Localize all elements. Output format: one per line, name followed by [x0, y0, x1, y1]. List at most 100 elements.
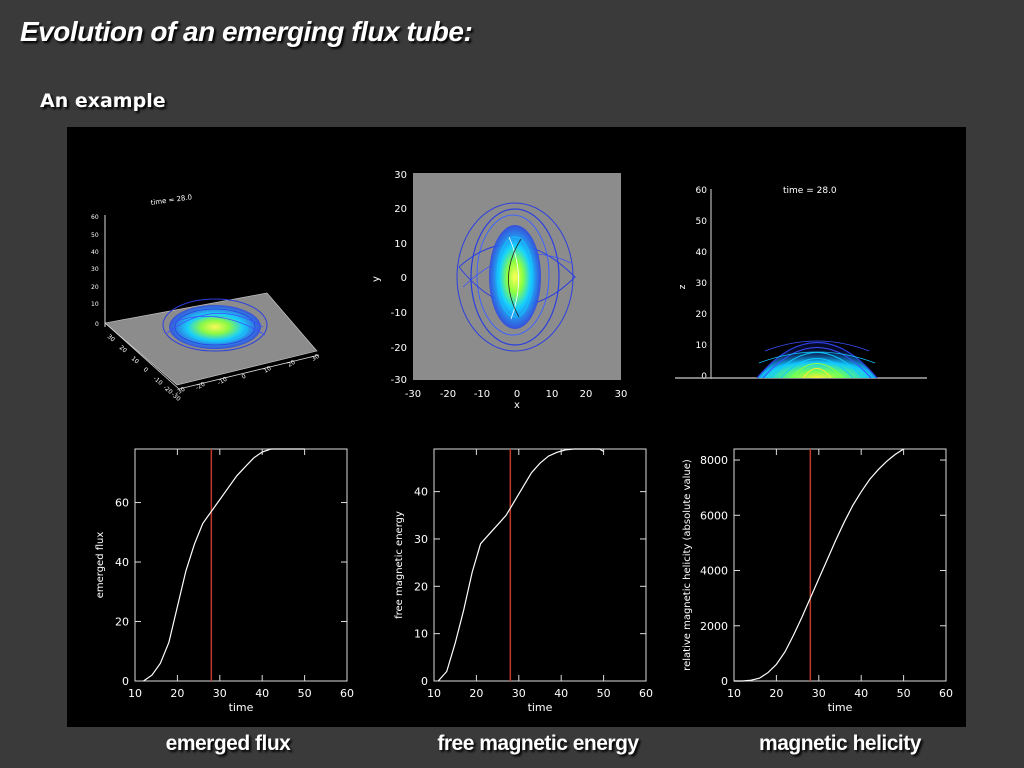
- flux-tube-fieldlines: [162, 298, 268, 352]
- figure-panel: time = 28.0 60 50 40 30 20 10 0 30 20 10…: [67, 127, 966, 727]
- y-tick-label: 40: [115, 556, 129, 569]
- x-axis-ticks: -30 -20 -10 0 10 20 30: [175, 353, 321, 397]
- y-axis-label: y: [371, 276, 382, 282]
- time-series-charts: 10 20 30 40 50 60 0 20 40 60 time emerged flux 10 20 3…: [95, 448, 953, 714]
- x-tick-label: 50: [298, 687, 312, 700]
- x-tick-label: 10: [263, 365, 273, 375]
- z-tick-label: 10: [696, 341, 708, 351]
- y-tick-label: 0: [721, 675, 728, 688]
- x-tick-label: 60: [639, 687, 653, 700]
- y-tick-label: 2000: [700, 620, 728, 633]
- caption-magnetic-helicity: magnetic helicity: [759, 732, 921, 755]
- x-tick-label: -30: [175, 386, 187, 397]
- data-curve: [734, 448, 904, 682]
- x-tick-label: 10: [546, 389, 559, 400]
- x-tick-label: 30: [615, 389, 628, 400]
- perspective-render: time = 28.0 60 50 40 30 20 10 0 30 20 10…: [91, 193, 321, 403]
- y-tick-label: 20: [115, 616, 129, 629]
- z-axis-label: z: [678, 284, 688, 289]
- y-tick-label: 40: [414, 486, 428, 499]
- y-tick-label: 20: [414, 580, 428, 593]
- x-tick-label: 0: [241, 373, 248, 381]
- x-tick-label: 10: [128, 687, 142, 700]
- y-tick-label: -30: [391, 375, 407, 386]
- x-tick-label: 30: [812, 687, 826, 700]
- z-tick-label: 30: [696, 279, 708, 289]
- x-axis-label: time: [828, 701, 853, 714]
- z-tick-label: 0: [701, 372, 707, 382]
- y-tick-label: 20: [394, 204, 407, 215]
- z-tick-label: 40: [91, 249, 99, 256]
- x-axis-label: x: [514, 400, 520, 411]
- z-tick-label: 60: [91, 214, 99, 221]
- z-tick-label: 40: [696, 248, 708, 258]
- z-tick-label: 20: [91, 284, 99, 291]
- data-curve: [437, 448, 604, 682]
- x-tick-label: 20: [469, 687, 483, 700]
- x-tick-label: 20: [287, 359, 297, 369]
- y-tick-label: 10: [130, 355, 140, 365]
- y-tick-label: 8000: [700, 454, 728, 467]
- y-axis: [178, 354, 320, 390]
- z-tick-label: 50: [696, 217, 708, 227]
- x-axis-label: time: [229, 701, 254, 714]
- y-tick-label: 20: [118, 344, 128, 354]
- z-tick-label: 20: [696, 310, 708, 320]
- figure-canvas: time = 28.0 60 50 40 30 20 10 0 30 20 10…: [91, 170, 953, 714]
- y-tick-label: 10: [394, 239, 407, 250]
- y-tick-label: -10: [152, 375, 164, 387]
- time-label: time = 28.0: [783, 186, 837, 196]
- line-chart: 10 20 30 40 50 60 0 2000 4000 6000 8000 time relativ…: [682, 448, 953, 714]
- time-label: time = 28.0: [150, 193, 192, 207]
- z-tick-label: 50: [91, 232, 99, 239]
- y-tick-label: 0: [122, 675, 129, 688]
- y-tick-label: -20: [162, 384, 174, 396]
- z-axis-ticks: 60 50 40 30 20 10 0: [91, 214, 99, 328]
- y-tick-label: -20: [391, 343, 407, 354]
- flux-tube-top-fieldlines: [456, 202, 576, 352]
- x-tick-label: 30: [213, 687, 227, 700]
- side-z-ticks: 60 50 40 30 20 10 0: [696, 186, 708, 382]
- x-tick-label: 30: [512, 687, 526, 700]
- x-tick-label: 50: [897, 687, 911, 700]
- y-tick-label: 30: [394, 170, 407, 181]
- y-axis-label: relative magnetic helicity (absolute val…: [682, 459, 693, 671]
- slide-title: Evolution of an emerging flux tube:: [20, 16, 473, 47]
- y-tick-label: 30: [106, 333, 116, 343]
- x-tick-label: -20: [440, 389, 456, 400]
- y-tick-label: 6000: [700, 509, 728, 522]
- x-tick-label: 20: [769, 687, 783, 700]
- caption-free-magnetic-energy: free magnetic energy: [437, 732, 639, 755]
- y-tick-label: 0: [142, 366, 150, 374]
- slide-subtitle: An example: [40, 90, 166, 112]
- y-tick-label: 0: [401, 273, 407, 284]
- x-tick-label: 40: [255, 687, 269, 700]
- line-chart: 10 20 30 40 50 60 0 20 40 60 time emerged flux: [95, 448, 354, 714]
- z-tick-label: 60: [696, 186, 708, 196]
- y-tick-label: 30: [414, 533, 428, 546]
- x-tick-label: -10: [217, 376, 229, 387]
- side-view-render: time = 28.0 60 50 40 30 20 10 0 z: [675, 186, 927, 382]
- data-curve: [143, 448, 305, 682]
- x-tick-label: 20: [170, 687, 184, 700]
- plot-frame: [433, 448, 647, 682]
- x-tick-label: 0: [514, 389, 520, 400]
- y-tick-label: 60: [115, 497, 129, 510]
- z-tick-label: 30: [91, 266, 99, 273]
- z-tick-label: 0: [95, 321, 99, 328]
- y-axis-label: free magnetic energy: [394, 511, 405, 619]
- caption-emerged-flux: emerged flux: [165, 732, 291, 755]
- y-tick-label: -10: [391, 308, 407, 319]
- x-tick-label: 40: [554, 687, 568, 700]
- x-tick-label: 20: [580, 389, 593, 400]
- x-tick-label: 10: [427, 687, 441, 700]
- x-tick-label: -10: [474, 389, 490, 400]
- y-axis-ticks: 30 20 10 0 -10 -20 -30: [106, 333, 182, 403]
- top-y-ticks: 30 20 10 0 -10 -20 -30: [391, 170, 407, 386]
- y-tick-label: -30: [170, 391, 182, 403]
- x-tick-label: 10: [727, 687, 741, 700]
- x-tick-label: -20: [195, 381, 207, 392]
- plot-frame: [134, 448, 348, 682]
- x-axis: [104, 322, 180, 390]
- x-tick-label: 50: [597, 687, 611, 700]
